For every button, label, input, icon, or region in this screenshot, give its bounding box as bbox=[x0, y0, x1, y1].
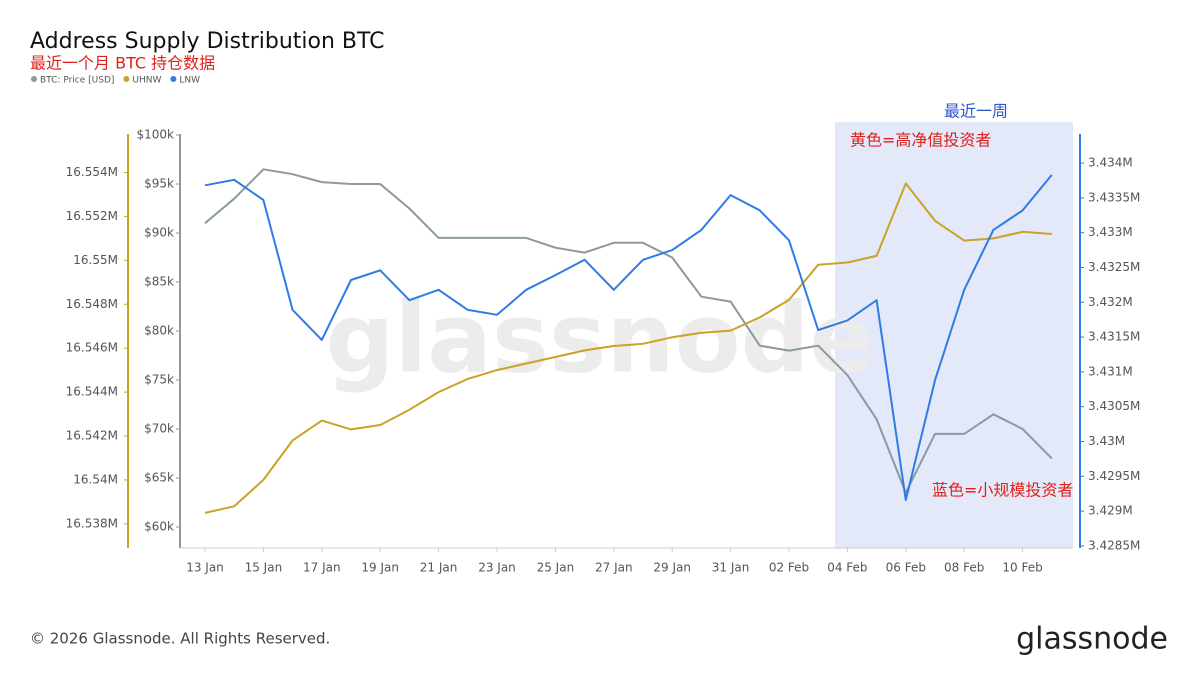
logo: glassnode bbox=[1016, 622, 1168, 657]
y-tick-label: 3.4295M bbox=[1088, 469, 1140, 483]
y-tick-label: 3.4315M bbox=[1088, 330, 1140, 344]
legend-label: LNW bbox=[179, 76, 200, 86]
y-tick-label: 16.544M bbox=[66, 385, 118, 399]
y-tick-label: 16.552M bbox=[66, 209, 118, 223]
x-tick-label: 31 Jan bbox=[712, 561, 750, 575]
highlight-region bbox=[835, 122, 1073, 548]
x-tick-label: 02 Feb bbox=[769, 561, 809, 575]
y-tick-label: $85k bbox=[144, 275, 174, 289]
x-tick-label: 08 Feb bbox=[944, 561, 984, 575]
y-tick-label: 3.4325M bbox=[1088, 260, 1140, 274]
x-tick-label: 13 Jan bbox=[186, 561, 224, 575]
y-tick-label: 3.434M bbox=[1088, 156, 1133, 170]
y-tick-label: $65k bbox=[144, 471, 174, 485]
legend-label: UHNW bbox=[132, 76, 161, 86]
legend-label: BTC: Price [USD] bbox=[40, 76, 114, 86]
x-tick-label: 06 Feb bbox=[886, 561, 926, 575]
y-tick-label: $100k bbox=[137, 128, 175, 142]
watermark: glassnode bbox=[326, 282, 875, 394]
y-tick-label: 16.55M bbox=[73, 253, 118, 267]
y-tick-label: 3.4285M bbox=[1088, 538, 1140, 552]
legend-swatch bbox=[170, 76, 177, 82]
y-tick-label: 16.542M bbox=[66, 429, 118, 443]
y-tick-label: 3.433M bbox=[1088, 225, 1133, 239]
y-tick-label: $80k bbox=[144, 324, 174, 338]
x-tick-label: 25 Jan bbox=[537, 561, 575, 575]
y-tick-label: 3.432M bbox=[1088, 295, 1133, 309]
series-line bbox=[204, 174, 1053, 501]
annotation: 蓝色=小规模投资者 bbox=[932, 481, 1073, 500]
y-tick-label: 3.4305M bbox=[1088, 399, 1140, 413]
footer: © 2026 Glassnode. All Rights Reserved. bbox=[30, 630, 330, 648]
x-tick-label: 17 Jan bbox=[303, 561, 341, 575]
x-tick-label: 15 Jan bbox=[245, 561, 283, 575]
y-tick-label: 16.538M bbox=[66, 516, 118, 530]
y-tick-label: 16.546M bbox=[66, 341, 118, 355]
y-tick-label: 3.43M bbox=[1088, 434, 1125, 448]
y-tick-label: 16.548M bbox=[66, 297, 118, 311]
y-tick-label: $60k bbox=[144, 520, 174, 534]
y-tick-label: $70k bbox=[144, 422, 174, 436]
x-tick-label: 04 Feb bbox=[827, 561, 867, 575]
y-tick-label: 16.54M bbox=[73, 472, 118, 486]
annotation: 最近一周 bbox=[944, 102, 1008, 121]
y-tick-label: 3.429M bbox=[1088, 504, 1133, 518]
subtitle: 最近一个月 BTC 持仓数据 bbox=[30, 54, 215, 73]
chart-title: Address Supply Distribution BTC bbox=[30, 29, 385, 54]
y-tick-label: $75k bbox=[144, 373, 174, 387]
x-tick-label: 29 Jan bbox=[653, 561, 691, 575]
series-line bbox=[204, 182, 1052, 514]
x-tick-label: 10 Feb bbox=[1002, 561, 1042, 575]
y-tick-label: 3.431M bbox=[1088, 364, 1133, 378]
y-tick-label: $90k bbox=[144, 226, 174, 240]
y-tick-label: 16.554M bbox=[66, 165, 118, 179]
x-tick-label: 27 Jan bbox=[595, 561, 633, 575]
x-tick-label: 19 Jan bbox=[361, 561, 399, 575]
y-tick-label: 3.4335M bbox=[1088, 190, 1140, 204]
x-tick-label: 23 Jan bbox=[478, 561, 516, 575]
x-tick-label: 21 Jan bbox=[420, 561, 458, 575]
legend-swatch bbox=[31, 76, 37, 82]
annotation: 黄色=高净值投资者 bbox=[850, 131, 991, 150]
y-tick-label: $95k bbox=[144, 177, 174, 191]
legend-swatch bbox=[123, 76, 130, 82]
